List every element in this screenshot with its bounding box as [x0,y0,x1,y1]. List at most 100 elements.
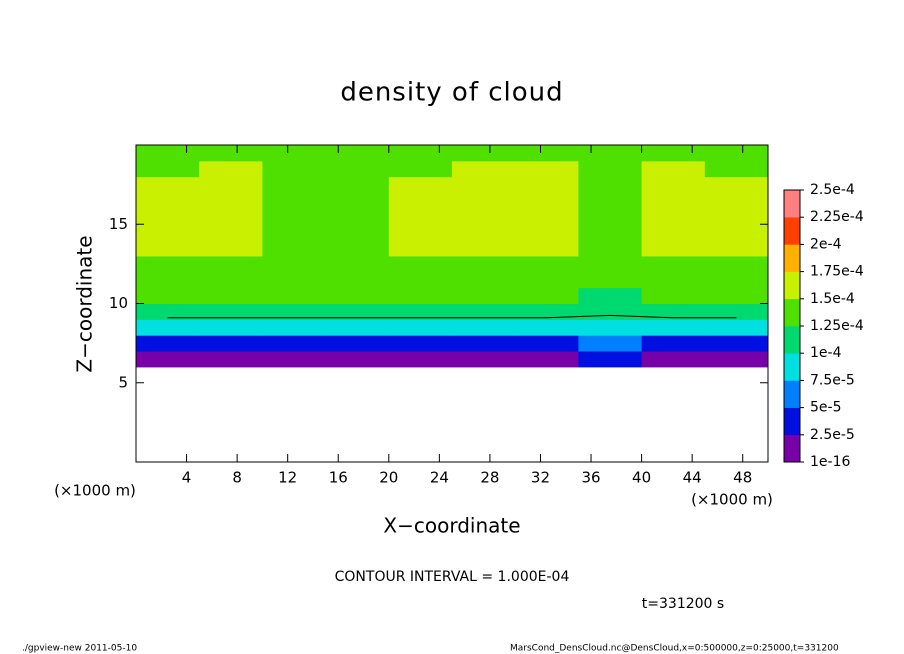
heat-cell [388,351,453,368]
heat-cell [199,271,263,289]
heat-cell [262,335,327,352]
heat-cell [136,145,200,162]
heat-cell [641,192,706,209]
colorbar-swatch [784,407,800,436]
heat-cell [199,145,263,162]
heat-cell [136,240,200,257]
heat-cell [262,240,327,257]
heat-cell [515,319,579,336]
x-unit-left: (×1000 m) [54,482,136,500]
heat-cell [262,255,327,273]
colorbar-swatch [784,326,800,354]
heat-cell [388,287,453,304]
heat-cell [452,303,516,320]
colorbar-label: 2.5e-5 [810,427,855,443]
heat-cell [578,160,643,178]
heat-cell [641,335,706,352]
heat-cell [388,192,453,209]
heat-cell [325,319,390,336]
heat-cell [641,303,706,320]
heat-cell [641,145,706,162]
heat-cell [704,351,769,368]
heat-cell [704,224,769,241]
y-tick-label: 15 [109,215,128,233]
colorbar-label: 2.25e-4 [810,209,864,225]
heat-cell [515,176,579,194]
heat-cell [262,287,327,304]
heat-cell [515,335,579,352]
heat-cell [136,160,200,178]
contour-interval: CONTOUR INTERVAL = 1.000E-04 [335,569,570,585]
heat-cell [199,160,263,178]
heat-cell [704,176,769,194]
colorbar-swatch [784,298,800,327]
heat-cell [325,145,390,162]
heat-cell [262,271,327,289]
heat-cell [641,351,706,368]
heat-cell [136,255,200,273]
colorbar-swatch [784,244,800,272]
heat-cell [704,192,769,209]
heat-cell [578,240,643,257]
heat-cell [199,240,263,257]
heat-cell [641,176,706,194]
heat-cell [136,271,200,289]
heat-cell [704,160,769,178]
heat-cell [578,176,643,194]
heat-cell [704,208,769,225]
heat-cell [452,351,516,368]
heat-cell [325,176,390,194]
heat-cell [641,208,706,225]
heat-cell [199,208,263,225]
heat-cell [452,271,516,289]
heat-cell [388,303,453,320]
heat-cell [641,255,706,273]
heat-cell [578,335,643,352]
x-tick-label: 36 [581,469,600,487]
heat-cell [704,319,769,336]
colorbar-label: 1.75e-4 [810,264,864,280]
heat-cell [515,303,579,320]
heat-cell [515,208,579,225]
heat-cell [641,240,706,257]
footer-right: MarsCond_DensCloud.nc@DensCloud,x=0:5000… [510,644,839,654]
heat-cell [704,271,769,289]
heat-cell [325,224,390,241]
heat-cell [578,224,643,241]
heat-cell [325,192,390,209]
heat-cell [515,255,579,273]
heat-cell [199,224,263,241]
heat-cell [578,208,643,225]
time-label: t=331200 s [642,596,724,612]
heat-cell [515,160,579,178]
chart-title: density of cloud [340,78,563,108]
x-tick-label: 8 [232,469,242,487]
heat-cell [641,287,706,304]
x-tick-label: 16 [329,469,348,487]
heat-cell [325,160,390,178]
heat-cell [578,145,643,162]
heat-cell [452,176,516,194]
heat-cell [199,351,263,368]
heat-cell [452,192,516,209]
heat-cell [388,224,453,241]
x-unit-right: (×1000 m) [691,491,773,509]
heat-cell [578,351,643,368]
heat-cell [515,145,579,162]
heat-cell [199,255,263,273]
heat-cell [704,145,769,162]
x-tick-label: 28 [480,469,499,487]
heat-cell [452,319,516,336]
x-tick-label: 20 [379,469,398,487]
heat-cell [136,176,200,194]
heat-cell [515,192,579,209]
colorbar-swatch [784,217,800,245]
heat-cell [452,240,516,257]
heat-cell [262,224,327,241]
heat-cell [578,192,643,209]
heat-cell [641,224,706,241]
heat-cell [515,351,579,368]
heat-cell [388,335,453,352]
heat-cell [199,319,263,336]
